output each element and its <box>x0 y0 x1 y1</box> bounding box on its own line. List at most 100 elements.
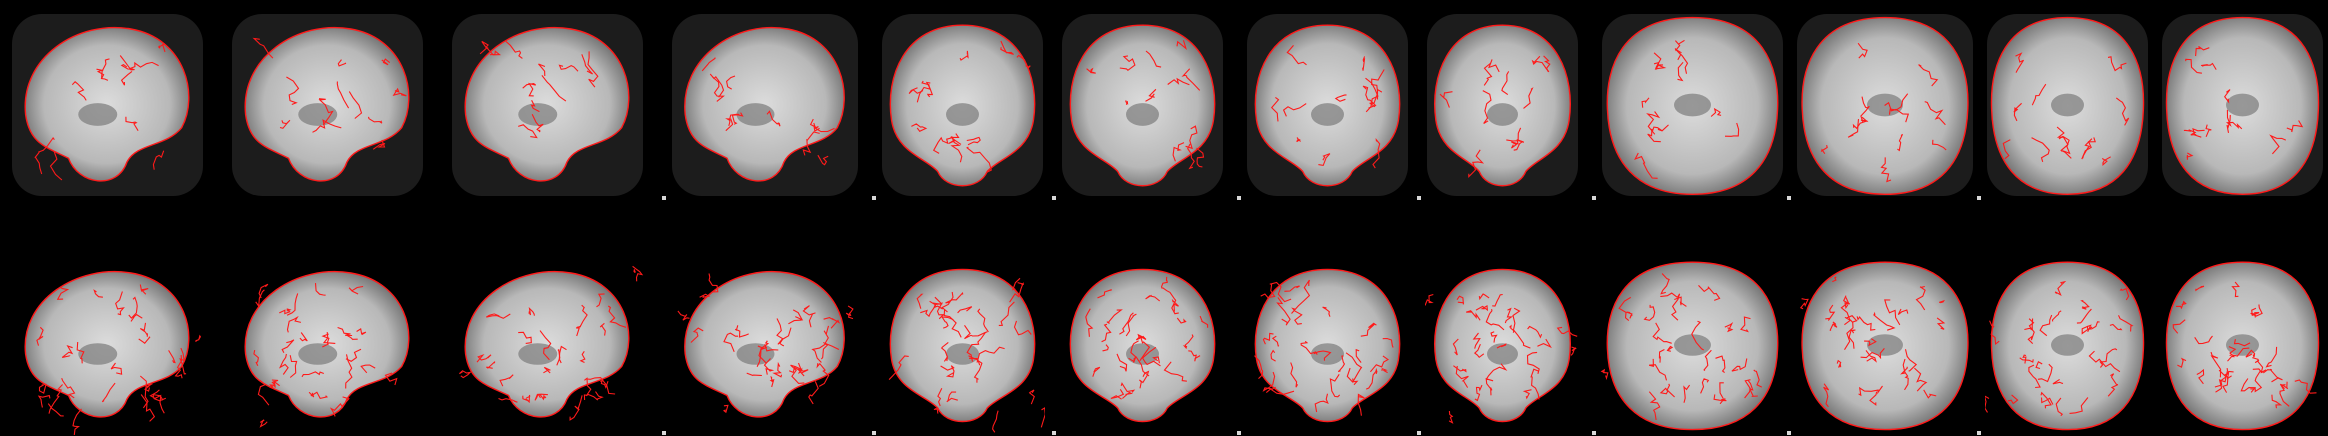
brain-tissue <box>684 27 845 181</box>
edge-overlay-contours <box>888 277 1045 433</box>
edge-overlay-contours <box>1270 45 1385 169</box>
coronal-slice-image <box>1427 14 1578 196</box>
edge-overlay-contours <box>253 283 398 428</box>
sagittal-slice-image <box>244 271 410 428</box>
axial-slice-panel <box>1600 10 1785 200</box>
slice-marker-dot <box>1052 431 1056 435</box>
coronal-slice-image <box>1247 14 1408 196</box>
internal-structure <box>78 103 118 126</box>
internal-structure <box>1867 334 1903 356</box>
coronal-slice-panel <box>1060 10 1225 200</box>
internal-structure <box>2051 334 2084 356</box>
slice-marker-dot <box>1977 196 1981 200</box>
internal-structure <box>1674 93 1711 117</box>
edge-overlay-contours <box>677 273 854 414</box>
internal-structure <box>298 103 338 126</box>
sagittal-slice-image <box>12 14 203 196</box>
brain-tissue <box>465 27 629 181</box>
internal-structure <box>78 343 118 365</box>
brain-tissue <box>25 271 189 417</box>
edge-overlay-outline <box>244 271 410 418</box>
brain-tissue <box>25 27 189 181</box>
edge-overlay-outline <box>1254 268 1401 423</box>
slice-marker-dot <box>1592 196 1596 200</box>
edge-overlay-outline <box>684 26 845 182</box>
sagittal-slice-image <box>24 271 202 435</box>
internal-structure <box>298 343 338 365</box>
edge-overlay-contours <box>459 265 644 421</box>
axial-slice-image <box>1797 14 1973 196</box>
internal-structure <box>1674 334 1711 356</box>
sagittal-slice-panel <box>670 10 860 200</box>
coronal-slice-image <box>882 14 1043 196</box>
edge-overlay-outline <box>24 26 190 182</box>
internal-structure <box>736 103 775 126</box>
edge-overlay-contours <box>252 37 407 150</box>
edge-overlay-outline <box>1434 24 1571 187</box>
coronal-slice-panel <box>1060 255 1225 435</box>
internal-structure <box>1487 103 1518 126</box>
sagittal-slice-panel <box>670 255 860 435</box>
edge-overlay-outline <box>1801 261 1969 431</box>
slice-marker-dot <box>1977 431 1981 435</box>
edge-overlay-contours <box>908 40 1031 173</box>
edge-overlay-outline <box>1801 16 1969 196</box>
internal-structure <box>1126 103 1159 126</box>
edge-overlay-contours <box>1425 293 1578 424</box>
slice-marker-dot <box>1237 431 1241 435</box>
slice-marker-dot <box>662 196 666 200</box>
sagittal-slice-panel <box>230 255 425 435</box>
coronal-slice-panel <box>880 255 1045 435</box>
edge-overlay-contours <box>1985 280 2134 417</box>
coronal-slice-image <box>888 268 1045 433</box>
coronal-slice-panel <box>1425 10 1580 200</box>
coronal-slice-image <box>1062 14 1223 196</box>
edge-overlay-contours <box>1820 42 1947 183</box>
sagittal-slice-image <box>672 14 858 196</box>
edge-overlay-outline <box>1069 268 1216 423</box>
edge-overlay-outline <box>2165 261 2320 431</box>
axial-slice-image <box>1799 261 1969 431</box>
axial-slice-panel <box>2160 255 2325 435</box>
slice-marker-dot <box>872 431 876 435</box>
slice-marker-dot <box>1592 431 1596 435</box>
internal-structure <box>946 103 979 126</box>
axial-slice-image <box>2162 14 2323 196</box>
edge-overlay-contours <box>1086 40 1205 170</box>
edge-overlay-contours <box>2002 52 2130 167</box>
internal-structure <box>1487 343 1518 365</box>
edge-overlay-outline <box>889 24 1036 187</box>
internal-structure <box>518 103 558 126</box>
edge-overlay-outline <box>1254 24 1401 187</box>
edge-overlay-outline <box>244 26 410 182</box>
internal-structure <box>2226 93 2259 117</box>
coronal-slice-panel <box>1425 255 1580 435</box>
axial-slice-image <box>2165 261 2320 431</box>
edge-overlay-outline <box>2165 16 2320 196</box>
axial-slice-panel <box>1985 255 2150 435</box>
sagittal-slice-image <box>459 265 644 421</box>
sagittal-slice-image <box>677 271 854 418</box>
brain-tissue <box>465 271 629 417</box>
edge-overlay-outline <box>1990 16 2145 196</box>
edge-overlay-outline <box>464 26 630 182</box>
slice-marker-dot <box>1417 431 1421 435</box>
edge-overlay-outline <box>684 271 845 418</box>
axial-slice-image <box>1600 261 1779 431</box>
slice-marker-dot <box>662 431 666 435</box>
edge-overlay-outline <box>1069 24 1216 187</box>
edge-overlay-contours <box>2183 46 2304 160</box>
sagittal-slice-panel <box>10 10 205 200</box>
coronal-slice-panel <box>1245 255 1410 435</box>
coronal-slice-panel <box>880 10 1045 200</box>
coronal-slice-panel <box>1245 10 1410 200</box>
sagittal-slice-panel <box>450 255 645 435</box>
edge-overlay-contours <box>1439 55 1551 179</box>
internal-structure <box>518 343 558 365</box>
sagittal-slice-panel <box>10 255 205 435</box>
edge-overlay-contours <box>1799 276 1946 408</box>
edge-overlay-contours <box>1254 279 1394 416</box>
slice-marker-dot <box>1237 196 1241 200</box>
sagittal-slice-panel <box>450 10 645 200</box>
